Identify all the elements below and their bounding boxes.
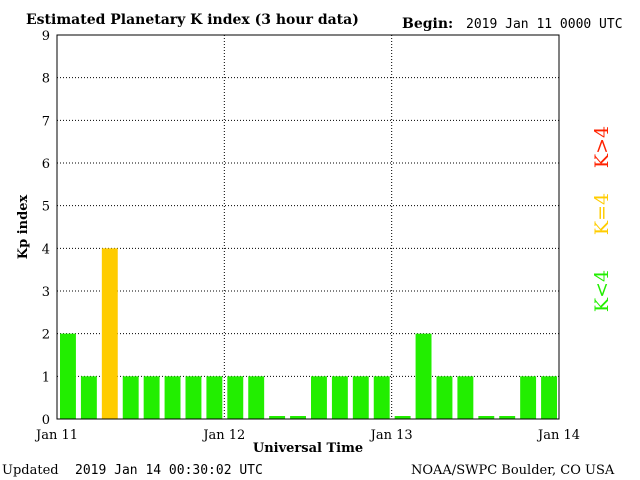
legend-above-4: K>4 xyxy=(591,126,613,168)
plot-frame xyxy=(56,34,560,420)
y-tick-labels: 0 1 2 3 4 5 6 7 8 9 xyxy=(42,29,50,428)
kp-bar xyxy=(290,416,306,419)
bars-layer xyxy=(60,248,557,419)
kp-bar xyxy=(541,376,557,419)
y-tick-label: 6 xyxy=(42,157,50,172)
x-tick-labels: Jan 11 Jan 12 Jan 13 Jan 14 xyxy=(34,428,580,443)
kp-bar xyxy=(143,376,160,419)
kp-bar xyxy=(206,376,223,419)
kp-bar xyxy=(331,376,348,419)
x-tick-label: Jan 11 xyxy=(34,428,78,443)
kp-bar xyxy=(352,376,369,419)
y-tick-label: 8 xyxy=(42,72,50,87)
x-tick-label: Jan 14 xyxy=(536,428,580,443)
kp-bar xyxy=(311,376,327,419)
x-tick-label: Jan 12 xyxy=(201,428,245,443)
y-tick-label: 2 xyxy=(42,328,50,343)
y-tick-label: 3 xyxy=(42,285,50,300)
kp-bar xyxy=(269,416,286,419)
x-axis-label: Universal Time xyxy=(253,441,363,456)
legend-equal-4: K=4 xyxy=(591,193,613,235)
updated-value: 2019 Jan 14 00:30:02 UTC xyxy=(75,463,263,478)
kp-bar xyxy=(436,376,453,419)
y-axis-label: Kp index xyxy=(16,195,31,260)
y-tick-label: 5 xyxy=(42,200,50,215)
kp-bar xyxy=(80,376,97,419)
kp-bar xyxy=(520,376,537,419)
y-tick-label: 9 xyxy=(42,29,50,44)
updated-label: Updated xyxy=(2,463,59,478)
legend-below-4: K<4 xyxy=(591,270,613,312)
kp-bar xyxy=(499,416,516,419)
kp-bar xyxy=(248,376,265,419)
kp-bar xyxy=(60,333,76,419)
y-tick-label: 1 xyxy=(42,370,50,385)
y-tick-label: 4 xyxy=(42,242,50,257)
begin-value: 2019 Jan 11 0000 UTC xyxy=(466,17,623,32)
kp-bar xyxy=(373,376,390,419)
kp-bar xyxy=(227,376,244,419)
kp-bar xyxy=(457,376,474,419)
x-tick-label: Jan 13 xyxy=(369,428,413,443)
begin-label: Begin: xyxy=(402,16,453,32)
kp-bar xyxy=(185,376,202,419)
kp-bar xyxy=(164,376,181,419)
kp-bar xyxy=(122,376,139,419)
kp-bar xyxy=(101,248,118,419)
kp-bar xyxy=(478,416,495,419)
credit-text: NOAA/SWPC Boulder, CO USA xyxy=(411,463,615,478)
y-tick-label: 7 xyxy=(42,114,50,129)
y-tick-label: 0 xyxy=(42,413,50,428)
kp-bar xyxy=(415,333,432,419)
chart-title: Estimated Planetary K index (3 hour data… xyxy=(26,12,359,28)
grid-layer xyxy=(57,35,559,419)
kp-bar xyxy=(394,416,411,419)
